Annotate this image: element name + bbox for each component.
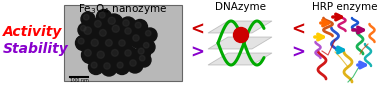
Circle shape [234, 27, 248, 42]
Circle shape [146, 30, 151, 36]
Circle shape [130, 60, 136, 66]
Text: Fe$_3$O$_4$ nanozyme: Fe$_3$O$_4$ nanozyme [78, 2, 168, 16]
Circle shape [81, 25, 86, 31]
Circle shape [119, 40, 125, 46]
Circle shape [94, 21, 101, 27]
Circle shape [99, 29, 106, 36]
Circle shape [84, 14, 89, 20]
Circle shape [120, 17, 136, 33]
Circle shape [99, 12, 105, 18]
Circle shape [105, 40, 112, 46]
Circle shape [122, 47, 138, 63]
Circle shape [117, 62, 123, 68]
Circle shape [81, 12, 95, 26]
Circle shape [143, 42, 149, 48]
Text: 100 nm: 100 nm [70, 78, 88, 83]
Text: >: > [291, 44, 305, 62]
Circle shape [108, 17, 115, 24]
Circle shape [116, 37, 132, 53]
Circle shape [105, 14, 123, 32]
Circle shape [102, 36, 119, 53]
Circle shape [91, 62, 97, 68]
Circle shape [84, 49, 91, 56]
Polygon shape [208, 37, 272, 49]
Circle shape [125, 50, 131, 56]
Circle shape [143, 28, 157, 42]
Circle shape [96, 10, 112, 25]
Text: DNAzyme: DNAzyme [214, 2, 265, 12]
Circle shape [139, 55, 145, 61]
Circle shape [96, 27, 113, 44]
Circle shape [78, 38, 84, 44]
Circle shape [127, 57, 143, 73]
Circle shape [135, 22, 141, 28]
Circle shape [101, 60, 117, 76]
Circle shape [125, 28, 131, 34]
Circle shape [94, 48, 112, 66]
Circle shape [88, 59, 104, 74]
Circle shape [76, 36, 90, 51]
Circle shape [130, 32, 146, 48]
Circle shape [133, 19, 147, 34]
Circle shape [123, 20, 129, 26]
Circle shape [122, 25, 138, 41]
Text: <: < [291, 21, 305, 39]
Text: <: < [190, 21, 204, 39]
Circle shape [108, 46, 125, 63]
Circle shape [88, 36, 106, 54]
Circle shape [109, 22, 127, 40]
Circle shape [104, 63, 110, 69]
Circle shape [81, 23, 99, 42]
Bar [64, 5, 182, 81]
Circle shape [138, 48, 144, 54]
Circle shape [91, 17, 108, 34]
Circle shape [137, 53, 151, 67]
Circle shape [78, 23, 92, 37]
Circle shape [133, 35, 139, 41]
Circle shape [82, 46, 99, 63]
Text: Activity: Activity [3, 25, 62, 39]
Circle shape [115, 59, 130, 74]
Text: HRP enzyme: HRP enzyme [312, 2, 378, 12]
Text: Stability: Stability [3, 42, 69, 56]
Polygon shape [208, 53, 272, 65]
Circle shape [135, 46, 150, 61]
Circle shape [91, 39, 98, 46]
Polygon shape [208, 21, 272, 33]
Text: >: > [190, 44, 204, 62]
Circle shape [97, 51, 104, 58]
Circle shape [112, 49, 118, 56]
Circle shape [84, 27, 91, 34]
Circle shape [141, 40, 155, 54]
Circle shape [112, 25, 119, 32]
